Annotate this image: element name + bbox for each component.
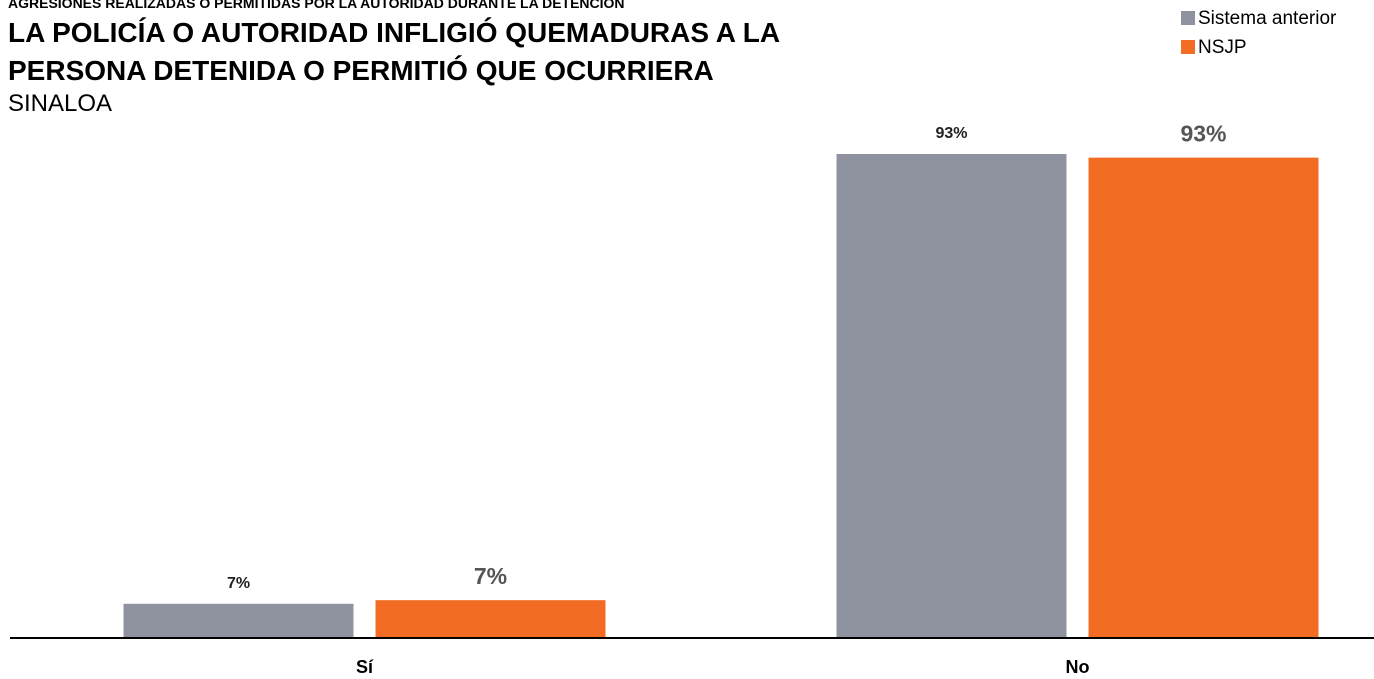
chart-subtitle: SINALOA [8, 90, 113, 117]
x-tick-label: Sí [356, 657, 374, 677]
legend-swatch [1181, 40, 1195, 54]
data-label: 7% [474, 563, 507, 589]
data-label: 93% [935, 125, 967, 142]
bar [836, 154, 1067, 638]
chart-title: LA POLICÍA O AUTORIDAD INFLIGIÓ QUEMADUR… [8, 17, 780, 86]
data-label: 7% [227, 575, 250, 592]
legend-label: Sistema anterior [1198, 8, 1337, 29]
legend-label: NSJP [1198, 37, 1247, 58]
legend-swatch [1181, 11, 1195, 25]
kicker: AGRESIONES REALIZADAS O PERMITIDAS POR L… [8, 0, 625, 11]
x-tick-label: No [1066, 657, 1090, 677]
data-label: 93% [1180, 121, 1226, 147]
bar [375, 600, 606, 638]
bar [1088, 157, 1319, 638]
bar [123, 603, 354, 638]
